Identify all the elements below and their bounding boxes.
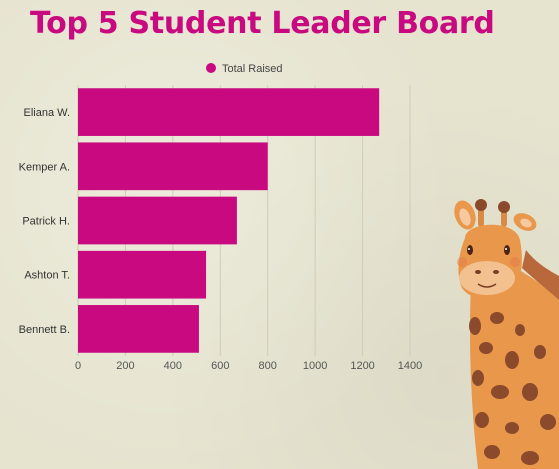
category-label: Kemper A. [19,161,70,173]
chart-title: Top 5 Student Leader Board [30,6,495,41]
x-tick-label: 1200 [350,360,374,372]
bar [78,305,199,353]
legend-marker [206,63,216,73]
x-tick-label: 0 [75,360,81,372]
category-label: Eliana W. [24,107,70,119]
category-label: Ashton T. [24,270,70,282]
x-axis-tick-labels: 0 200 400 600 800 1000 1200 1400 [75,360,422,372]
x-tick-label: 200 [116,360,134,372]
x-tick-label: 1000 [303,360,327,372]
x-tick-label: 400 [164,360,182,372]
x-tick-label: 800 [259,360,277,372]
bar [78,250,207,299]
bar [78,142,268,191]
category-label: Bennett B. [19,324,70,336]
category-label: Patrick H. [22,216,70,228]
x-tick-label: 600 [211,360,229,372]
legend-label: Total Raised [222,63,283,75]
category-labels: Eliana W. Kemper A. Patrick H. Ashton T. Ben… [19,107,70,336]
bar [78,88,380,136]
bar [78,196,237,245]
chart-bars [78,88,380,353]
x-tick-label: 1400 [398,360,422,372]
chart-legend: Total Raised [206,63,283,75]
